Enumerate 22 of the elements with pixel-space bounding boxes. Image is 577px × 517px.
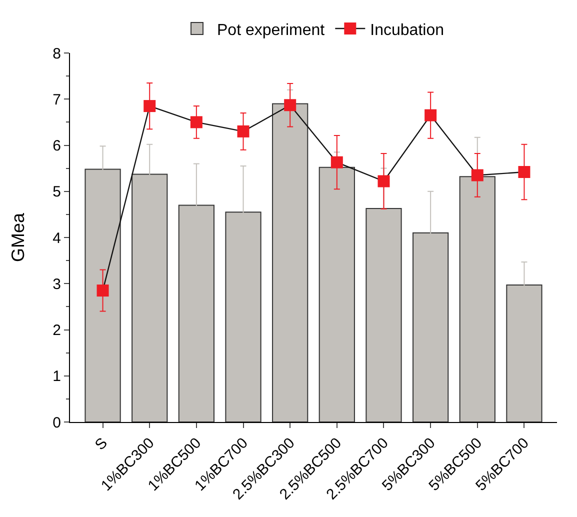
point [518,166,530,178]
point [284,99,296,112]
point [96,284,109,297]
y-tick-label: 4 [52,230,61,247]
point [424,109,437,122]
y-tick-label: 1 [52,368,61,386]
point [471,169,484,182]
point [144,100,156,112]
point [237,125,250,138]
y-tick-label: 7 [52,91,61,108]
y-tick-label: 8 [52,45,61,62]
y-tick-label: 5 [52,184,61,201]
legend-label: Incubation [370,22,444,39]
y-tick-label: 6 [52,138,61,154]
point [378,175,390,188]
y-tick-label: 2 [52,322,61,339]
legend-label: Pot experiment [217,22,326,39]
y-axis-title: GMea [8,212,28,262]
y-tick-label: 3 [52,276,61,293]
point [330,156,343,168]
point [190,116,202,128]
y-tick-label: 0 [52,414,61,432]
